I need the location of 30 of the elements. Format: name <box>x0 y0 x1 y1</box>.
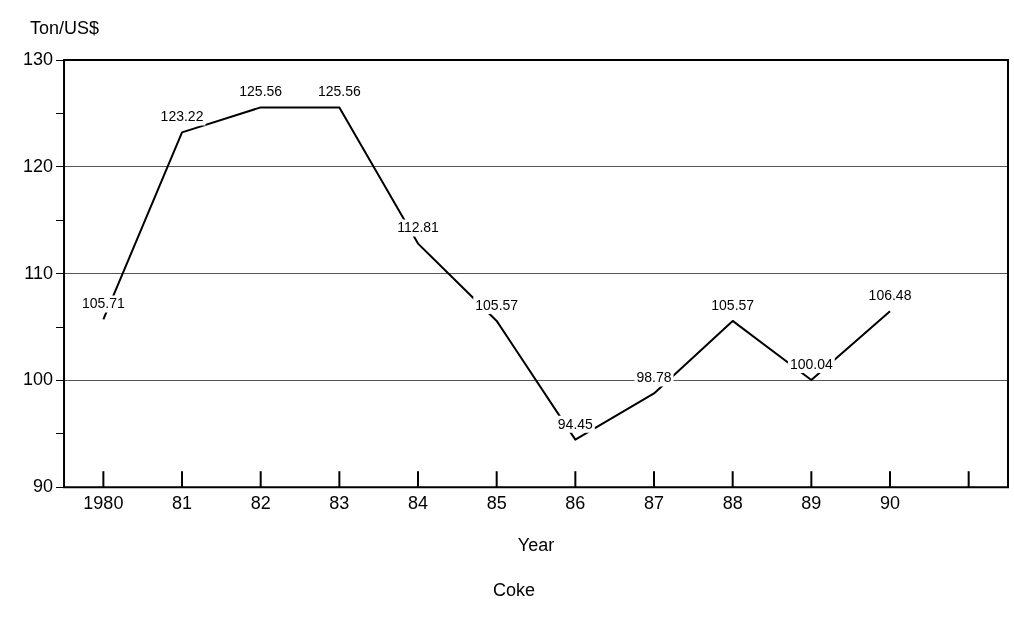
x-tick-label: 82 <box>250 492 271 513</box>
y-tick-label: 130 <box>22 48 54 69</box>
x-tick-label: 85 <box>486 492 507 513</box>
data-label: 125.56 <box>239 83 283 100</box>
y-axis-title: Ton/US$ <box>30 17 100 38</box>
data-label: 94.45 <box>557 415 594 432</box>
data-label: 100.04 <box>789 355 833 372</box>
x-axis-title: Year <box>517 534 555 555</box>
y-tick-label: 110 <box>24 262 54 283</box>
x-tick-label: 90 <box>879 492 901 513</box>
x-tick-label: 89 <box>801 492 822 513</box>
data-label: 112.81 <box>397 219 440 236</box>
x-tick-label: 83 <box>329 492 350 513</box>
x-tick-label: 88 <box>722 492 743 513</box>
data-label: 125.56 <box>317 83 361 100</box>
x-tick-label: 87 <box>644 492 665 513</box>
data-label: 123.22 <box>160 108 204 125</box>
x-tick-label: 84 <box>408 492 429 513</box>
x-tick-label: 86 <box>565 492 586 513</box>
data-label: 105.57 <box>711 296 755 313</box>
data-label: 105.71 <box>81 295 125 312</box>
y-tick-label: 90 <box>33 476 54 497</box>
data-label: 106.48 <box>868 287 912 304</box>
x-tick-label: 81 <box>172 492 193 513</box>
y-tick-label: 100 <box>22 369 54 390</box>
x-tick-label: 1980 <box>83 492 124 513</box>
data-label: 98.78 <box>636 369 672 386</box>
data-label: 105.57 <box>475 296 519 313</box>
text: Coke <box>492 580 536 601</box>
y-tick-label: 120 <box>22 155 54 176</box>
